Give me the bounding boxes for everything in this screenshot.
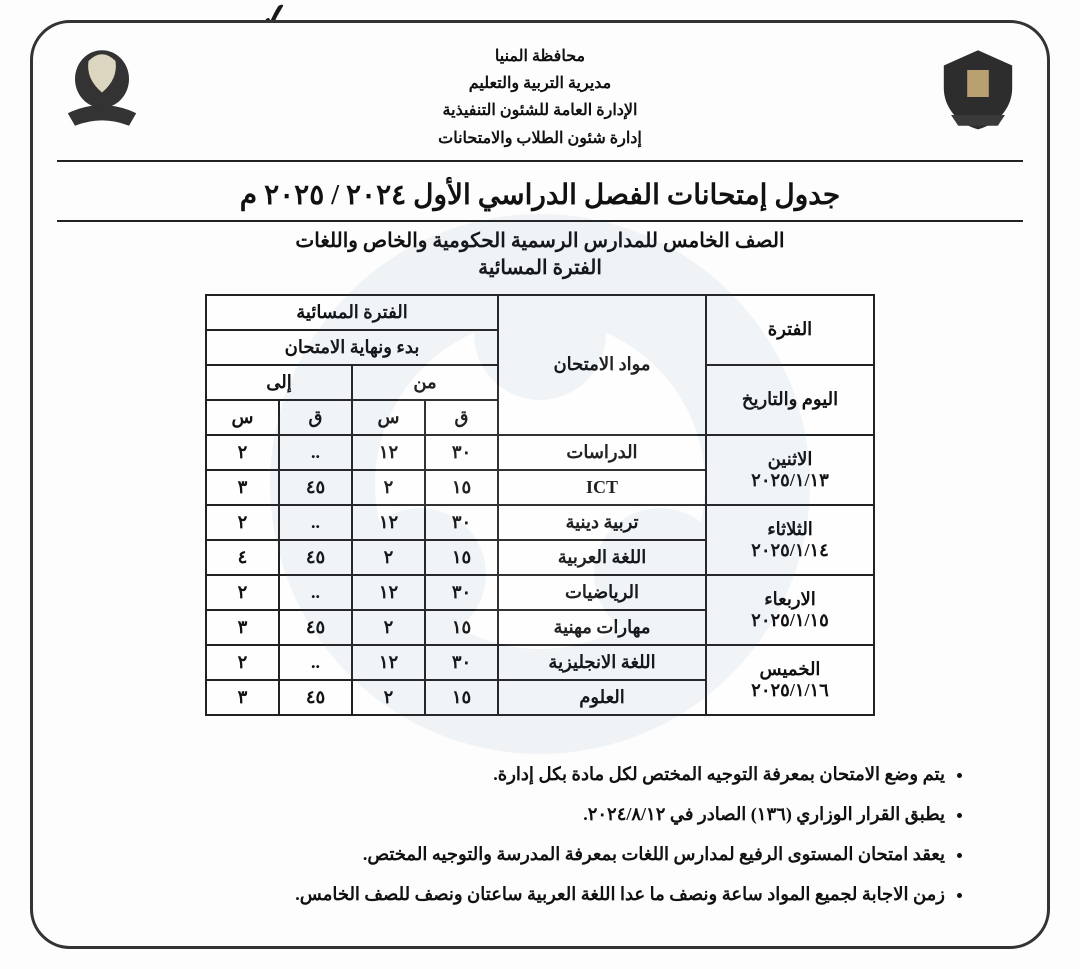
- cell-day-date: الثلاثاء٢٠٢٥/١/١٤: [706, 505, 874, 575]
- cell-to-s: ٣: [206, 610, 279, 645]
- th-start-end: بدء ونهاية الامتحان: [206, 330, 498, 365]
- cell-to-q: ٤٥: [279, 540, 352, 575]
- header-line-4: إدارة شئون الطلاب والامتحانات: [438, 125, 642, 152]
- cell-from-q: ٣٠: [425, 645, 498, 680]
- cell-day-date: الاثنين٢٠٢٥/١/١٣: [706, 435, 874, 505]
- right-emblem-icon: [57, 43, 147, 133]
- cell-from-s: ٢: [352, 610, 425, 645]
- cell-from-s: ٢: [352, 470, 425, 505]
- header-separator: [57, 160, 1023, 162]
- left-emblem-icon: [933, 43, 1023, 133]
- header-line-3: الإدارة العامة للشئون التنفيذية: [438, 97, 642, 124]
- cell-subject: ICT: [498, 470, 706, 505]
- cell-to-q: ٤٥: [279, 680, 352, 715]
- cell-to-s: ٤: [206, 540, 279, 575]
- cell-to-s: ٢: [206, 505, 279, 540]
- th-from: من: [352, 365, 498, 400]
- title-separator: [57, 220, 1023, 222]
- cell-subject: تربية دينية: [498, 505, 706, 540]
- grade-subtitle: الصف الخامس للمدارس الرسمية الحكومية وال…: [57, 228, 1023, 253]
- th-from-q: ق: [425, 400, 498, 435]
- cell-to-s: ٢: [206, 435, 279, 470]
- notes-block: يتم وضع الامتحان بمعرفة التوجيه المختص ل…: [97, 756, 973, 912]
- th-from-s: س: [352, 400, 425, 435]
- th-to: إلى: [206, 365, 352, 400]
- cell-from-q: ١٥: [425, 540, 498, 575]
- table-row: الثلاثاء٢٠٢٥/١/١٤تربية دينية٣٠١٢..٢: [206, 505, 874, 540]
- cell-subject: الدراسات: [498, 435, 706, 470]
- note-item: يعقد امتحان المستوى الرفيع لمدارس اللغات…: [97, 836, 945, 872]
- cell-to-q: ..: [279, 435, 352, 470]
- cell-day-date: الخميس٢٠٢٥/١/١٦: [706, 645, 874, 715]
- cell-subject: اللغة الانجليزية: [498, 645, 706, 680]
- cell-from-s: ٢: [352, 540, 425, 575]
- th-to-q: ق: [279, 400, 352, 435]
- cell-to-s: ٢: [206, 645, 279, 680]
- th-day-date: اليوم والتاريخ: [706, 365, 874, 435]
- cell-from-s: ١٢: [352, 575, 425, 610]
- main-title: جدول إمتحانات الفصل الدراسي الأول ٢٠٢٤ /…: [57, 178, 1023, 212]
- note-item: زمن الاجابة لجميع المواد ساعة ونصف ما عد…: [97, 876, 945, 912]
- cell-to-q: ..: [279, 505, 352, 540]
- cell-from-q: ١٥: [425, 610, 498, 645]
- th-to-s: س: [206, 400, 279, 435]
- schedule-body: الاثنين٢٠٢٥/١/١٣الدراسات٣٠١٢..٢ICT١٥٢٤٥٣…: [206, 435, 874, 715]
- table-row: الخميس٢٠٢٥/١/١٦اللغة الانجليزية٣٠١٢..٢: [206, 645, 874, 680]
- cell-from-s: ١٢: [352, 505, 425, 540]
- cell-subject: مهارات مهنية: [498, 610, 706, 645]
- cell-from-q: ٣٠: [425, 435, 498, 470]
- th-evening: الفترة المسائية: [206, 295, 498, 330]
- header-line-1: محافظة المنيا: [438, 43, 642, 70]
- cell-subject: اللغة العربية: [498, 540, 706, 575]
- th-subjects: مواد الامتحان: [498, 295, 706, 435]
- period-label: الفترة المسائية: [57, 255, 1023, 280]
- note-item: يتم وضع الامتحان بمعرفة التوجيه المختص ل…: [97, 756, 945, 792]
- header-line-2: مديرية التربية والتعليم: [438, 70, 642, 97]
- cell-to-q: ..: [279, 575, 352, 610]
- cell-to-s: ٣: [206, 470, 279, 505]
- table-row: الاربعاء٢٠٢٥/١/١٥الرياضيات٣٠١٢..٢: [206, 575, 874, 610]
- cell-from-q: ٣٠: [425, 505, 498, 540]
- cell-day-date: الاربعاء٢٠٢٥/١/١٥: [706, 575, 874, 645]
- cell-to-q: ٤٥: [279, 610, 352, 645]
- header-text-block: محافظة المنيا مديرية التربية والتعليم ال…: [438, 43, 642, 152]
- cell-from-s: ١٢: [352, 435, 425, 470]
- cell-to-s: ٣: [206, 680, 279, 715]
- notes-list: يتم وضع الامتحان بمعرفة التوجيه المختص ل…: [97, 756, 973, 912]
- exam-schedule-table: الفترة مواد الامتحان الفترة المسائية بدء…: [205, 294, 875, 716]
- cell-from-s: ٢: [352, 680, 425, 715]
- cell-from-q: ٣٠: [425, 575, 498, 610]
- cell-subject: الرياضيات: [498, 575, 706, 610]
- cell-from-s: ١٢: [352, 645, 425, 680]
- cell-subject: العلوم: [498, 680, 706, 715]
- th-period: الفترة: [706, 295, 874, 365]
- cell-to-s: ٢: [206, 575, 279, 610]
- document-frame: محافظة المنيا مديرية التربية والتعليم ال…: [30, 20, 1050, 949]
- table-row: الاثنين٢٠٢٥/١/١٣الدراسات٣٠١٢..٢: [206, 435, 874, 470]
- note-item: يطبق القرار الوزاري (١٣٦) الصادر في ٢٠٢٤…: [97, 796, 945, 832]
- cell-from-q: ١٥: [425, 470, 498, 505]
- cell-to-q: ..: [279, 645, 352, 680]
- cell-to-q: ٤٥: [279, 470, 352, 505]
- cell-from-q: ١٥: [425, 680, 498, 715]
